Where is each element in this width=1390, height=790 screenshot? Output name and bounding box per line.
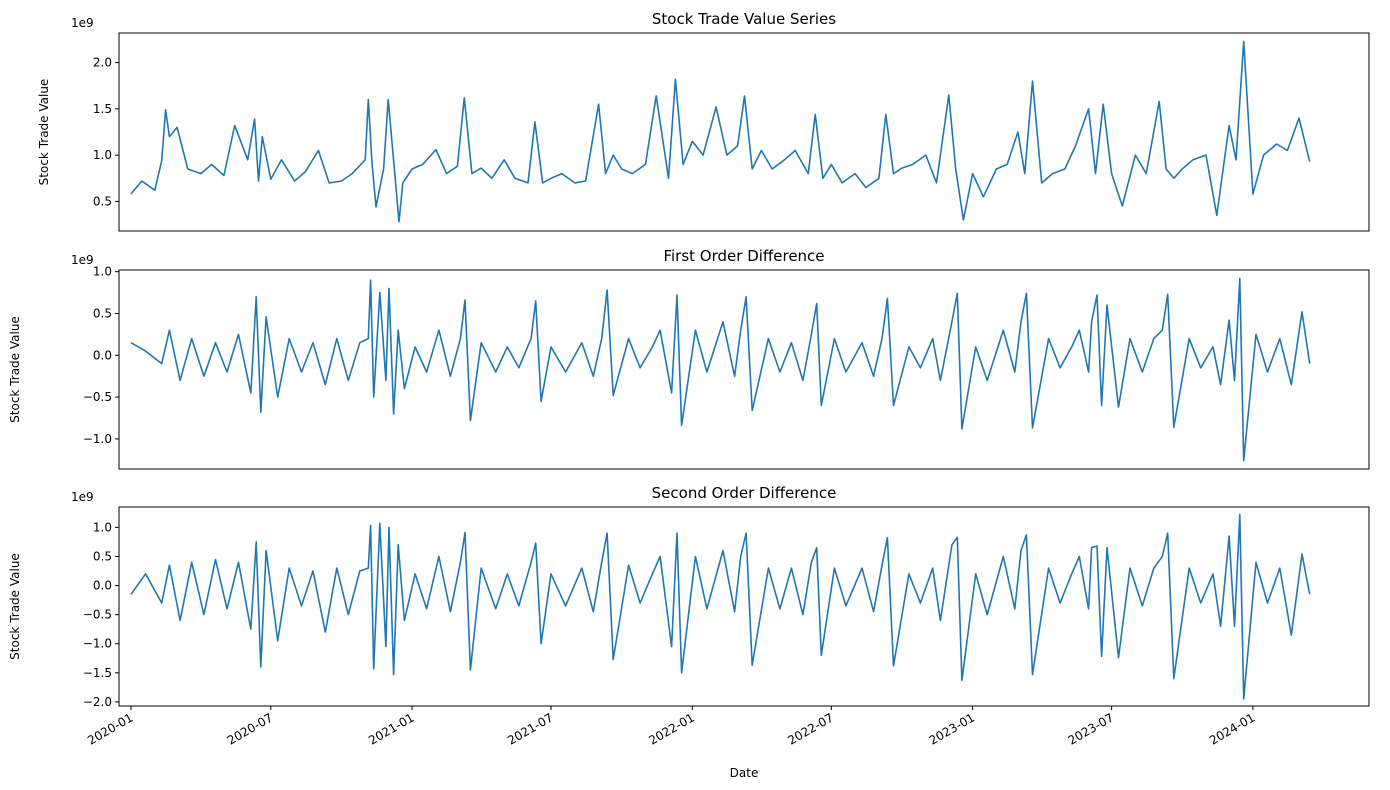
subplot-1: 0.5 1.0 1.5 2.0 1e9 Stock Trade Value Series S…	[37, 10, 1370, 232]
subplot-title: Second Order Difference	[652, 484, 837, 502]
y-offset-label: 1e9	[71, 16, 94, 30]
y-axis-label: Stock Trade Value	[37, 79, 51, 186]
axes-frame	[118, 32, 1370, 232]
y-tick-label: −1.0	[83, 637, 112, 651]
x-tick-label: 2022-01	[646, 710, 696, 747]
series-line	[130, 513, 1311, 700]
y-tick-label: −2.0	[83, 695, 112, 709]
x-tick-label: 2024-01	[1207, 710, 1257, 747]
x-tick-label: 2020-07	[225, 710, 275, 747]
series-line	[130, 277, 1311, 462]
y-tick-label: 0.5	[93, 306, 112, 320]
y-tick-label: −0.5	[83, 390, 112, 404]
x-axis: 2020-01 2020-07 2021-01 2021-07 2022-01 2022-…	[85, 706, 1257, 780]
y-tick-label: −0.5	[83, 608, 112, 622]
x-tick-label: 2022-07	[785, 710, 835, 747]
y-tick-label: −1.5	[83, 666, 112, 680]
y-offset-label: 1e9	[71, 253, 94, 267]
subplot-title: Stock Trade Value Series	[652, 10, 836, 28]
y-tick-label: −1.0	[83, 432, 112, 446]
y-offset-label: 1e9	[71, 490, 94, 504]
x-tick-label: 2023-07	[1066, 710, 1116, 747]
y-tick-label: 0.0	[93, 579, 112, 593]
axes-frame	[118, 269, 1370, 470]
x-tick-label: 2021-07	[505, 710, 555, 747]
y-axis-label: Stock Trade Value	[8, 553, 22, 660]
x-tick-label: 2023-01	[927, 710, 977, 747]
y-tick-label: 1.0	[93, 148, 112, 162]
subplot-3: −2.0 −1.5 −1.0 −0.5 0.0 0.5 1.0 1e9 Second Order…	[8, 484, 1370, 709]
x-tick-label: 2021-01	[366, 710, 416, 747]
y-tick-label: 2.0	[93, 56, 112, 70]
y-tick-label: 1.0	[93, 265, 112, 279]
y-tick-label: 1.0	[93, 520, 112, 534]
x-tick-label: 2020-01	[85, 710, 135, 747]
subplot-title: First Order Difference	[663, 247, 824, 265]
series-line	[130, 40, 1311, 223]
y-tick-label: 1.5	[93, 102, 112, 116]
x-axis-label: Date	[730, 766, 759, 780]
y-tick-label: 0.0	[93, 348, 112, 362]
y-tick-label: 0.5	[93, 194, 112, 208]
y-axis-label: Stock Trade Value	[8, 316, 22, 423]
axes-frame	[118, 506, 1370, 707]
y-tick-label: 0.5	[93, 549, 112, 563]
